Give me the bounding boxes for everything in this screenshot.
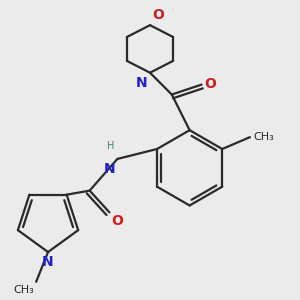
Text: N: N: [104, 162, 116, 176]
Text: N: N: [135, 76, 147, 90]
Text: O: O: [205, 76, 216, 91]
Text: N: N: [42, 255, 54, 269]
Text: O: O: [152, 8, 164, 22]
Text: CH₃: CH₃: [253, 132, 274, 142]
Text: O: O: [112, 214, 123, 228]
Text: CH₃: CH₃: [14, 285, 34, 295]
Text: H: H: [107, 141, 114, 151]
